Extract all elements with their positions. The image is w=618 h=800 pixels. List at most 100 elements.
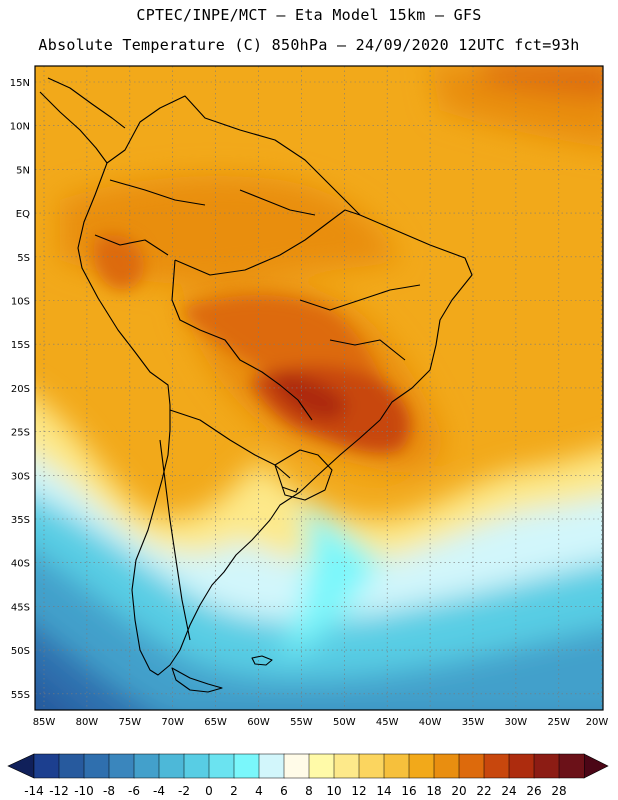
lon-label: 55W — [290, 717, 313, 728]
colorbar-swatch — [183, 753, 210, 779]
lon-label: 75W — [118, 717, 141, 728]
lat-label: EQ — [16, 209, 30, 220]
lat-label: 10S — [11, 297, 30, 308]
coastline-borders — [39, 77, 473, 693]
colorbar: -14 -12 -10 -8 -6 -4 -2 0 2 4 6 8 10 12 14 16 18 20 22 24 26… — [7, 753, 609, 798]
colorbar-label: 28 — [551, 784, 566, 798]
colorbar-label: 8 — [305, 784, 313, 798]
colorbar-swatch — [433, 753, 460, 779]
lon-label: 70W — [161, 717, 184, 728]
brazil-border — [174, 209, 361, 276]
lat-label: 25S — [11, 428, 30, 439]
brazil-states — [299, 284, 421, 311]
colorbar-label: 12 — [351, 784, 366, 798]
lon-label: 40W — [419, 717, 442, 728]
colorbar-swatch — [133, 753, 160, 779]
lon-label: 20W — [586, 717, 609, 728]
chart-title: CPTEC/INPE/MCT – Eta Model 15km – GFS — [136, 6, 482, 24]
lat-label: 10N — [10, 122, 30, 133]
colorbar-label: -14 — [24, 784, 44, 798]
colorbar-swatch — [533, 753, 560, 779]
brazil-states-2 — [329, 339, 406, 361]
lon-label: 85W — [33, 717, 56, 728]
lat-label: 5N — [16, 165, 30, 176]
colorbar-label: 4 — [255, 784, 263, 798]
lat-label: 5S — [17, 253, 30, 264]
colorbar-label: -8 — [103, 784, 115, 798]
tierra-del-fuego — [171, 667, 223, 693]
colorbar-label: 22 — [476, 784, 491, 798]
rio-de-la-plata — [281, 486, 299, 493]
lat-label: 15N — [10, 78, 30, 89]
lat-label: 35S — [11, 515, 30, 526]
lon-label: 50W — [333, 717, 356, 728]
longitude-labels: 85W 80W 75W 70W 65W 60W 55W 50W 45W 40W … — [33, 717, 609, 728]
colorbar-swatch — [258, 753, 285, 779]
lon-label: 30W — [505, 717, 528, 728]
lat-label: 45S — [11, 602, 30, 613]
lon-label: 60W — [247, 717, 270, 728]
lon-label: 80W — [76, 717, 99, 728]
colorbar-label: 18 — [426, 784, 441, 798]
colorbar-swatch — [508, 753, 535, 779]
colorbar-label: 26 — [526, 784, 541, 798]
guianas-border — [239, 189, 316, 216]
colorbar-label: -12 — [49, 784, 69, 798]
colorbar-label: 6 — [280, 784, 288, 798]
colorbar-label: 0 — [205, 784, 213, 798]
lat-label: 55S — [11, 690, 30, 701]
colorbar-label: -6 — [128, 784, 140, 798]
temperature-field — [35, 66, 603, 710]
central-america-coastline — [39, 91, 108, 164]
colorbar-swatch — [358, 753, 385, 779]
colorbar-label: 2 — [230, 784, 238, 798]
argentina-border — [169, 409, 291, 479]
lat-label: 30S — [11, 471, 30, 482]
colorbar-label: -10 — [74, 784, 94, 798]
lat-label: 40S — [11, 559, 30, 570]
colorbar-label: 14 — [376, 784, 391, 798]
falkland-islands — [251, 655, 273, 666]
colorbar-label: 24 — [501, 784, 516, 798]
colorbar-swatch — [308, 753, 335, 779]
lon-label: 45W — [376, 717, 399, 728]
south-america-coastline — [77, 95, 473, 676]
lon-label: 35W — [462, 717, 485, 728]
lon-label: 25W — [547, 717, 570, 728]
colombia-border — [109, 179, 206, 206]
central-america-coastline-north — [47, 77, 126, 129]
lat-label: 20S — [11, 384, 30, 395]
plot-frame — [34, 65, 604, 711]
colorbar-swatch — [458, 753, 485, 779]
colorbar-swatch — [83, 753, 110, 779]
lat-label: 15S — [11, 340, 30, 351]
brazil-border-west — [171, 259, 313, 421]
colorbar-label: 10 — [326, 784, 341, 798]
andes-border — [159, 439, 191, 641]
colorbar-swatch — [33, 753, 60, 779]
colorbar-swatch — [383, 753, 410, 779]
colorbar-swatch — [58, 753, 85, 779]
colorbar-swatch — [408, 753, 435, 779]
lon-label: 65W — [204, 717, 227, 728]
colorbar-label: -4 — [153, 784, 165, 798]
colorbar-label: 16 — [401, 784, 416, 798]
colorbar-swatch — [483, 753, 510, 779]
colorbar-swatch — [283, 753, 310, 779]
colorbar-min-arrow — [7, 753, 35, 779]
uruguay-border — [274, 449, 333, 501]
lat-label: 50S — [11, 646, 30, 657]
colorbar-max-arrow — [583, 753, 609, 779]
colorbar-label: -2 — [178, 784, 190, 798]
colorbar-swatch — [108, 753, 135, 779]
colorbar-swatch — [558, 753, 585, 779]
peru-border — [94, 234, 169, 256]
colorbar-swatch — [233, 753, 260, 779]
colorbar-swatch — [158, 753, 185, 779]
latitude-labels: 15N 10N 5N EQ 5S 10S 15S 20S 25S 30S 35S… — [10, 78, 30, 701]
chart-subtitle: Absolute Temperature (C) 850hPa – 24/09/… — [38, 36, 580, 54]
colorbar-label: 20 — [451, 784, 466, 798]
colorbar-swatch — [333, 753, 360, 779]
colorbar-swatch — [208, 753, 235, 779]
